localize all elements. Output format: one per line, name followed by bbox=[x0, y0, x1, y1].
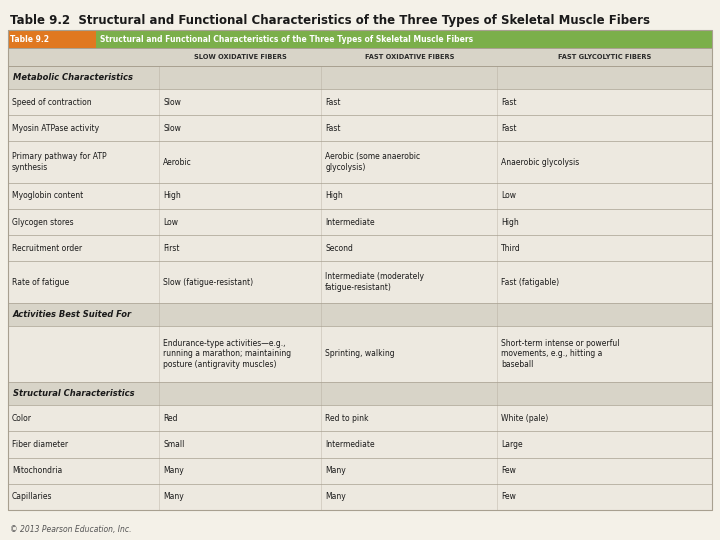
Text: Slow: Slow bbox=[163, 98, 181, 106]
Bar bbox=[8, 183, 712, 209]
Text: Activities Best Suited For: Activities Best Suited For bbox=[13, 310, 132, 319]
Bar bbox=[8, 209, 712, 235]
Bar bbox=[96, 30, 712, 48]
Bar bbox=[8, 141, 712, 183]
Text: Structural Characteristics: Structural Characteristics bbox=[13, 389, 135, 398]
Text: Table 9.2  Structural and Functional Characteristics of the Three Types of Skele: Table 9.2 Structural and Functional Char… bbox=[10, 14, 650, 27]
Text: Many: Many bbox=[163, 466, 184, 475]
Text: Intermediate (moderately
fatigue-resistant): Intermediate (moderately fatigue-resista… bbox=[325, 272, 424, 292]
Text: Fast: Fast bbox=[501, 124, 517, 133]
Text: Few: Few bbox=[501, 466, 516, 475]
Text: FAST GLYCOLYTIC FIBERS: FAST GLYCOLYTIC FIBERS bbox=[558, 54, 652, 60]
Text: Anaerobic glycolysis: Anaerobic glycolysis bbox=[501, 158, 580, 167]
Bar bbox=[8, 431, 712, 457]
Text: Large: Large bbox=[501, 440, 523, 449]
Text: Low: Low bbox=[501, 191, 516, 200]
Bar bbox=[8, 235, 712, 261]
Text: Structural and Functional Characteristics of the Three Types of Skeletal Muscle : Structural and Functional Characteristic… bbox=[100, 35, 473, 44]
Text: Fast: Fast bbox=[501, 98, 517, 106]
Text: Recruitment order: Recruitment order bbox=[12, 244, 82, 253]
Text: Rate of fatigue: Rate of fatigue bbox=[12, 278, 69, 287]
Text: Fiber diameter: Fiber diameter bbox=[12, 440, 68, 449]
Bar bbox=[8, 457, 712, 484]
Text: Intermediate: Intermediate bbox=[325, 440, 375, 449]
Bar bbox=[8, 30, 712, 510]
Text: Small: Small bbox=[163, 440, 185, 449]
Text: Endurance-type activities—e.g.,
running a marathon; maintaining
posture (antigra: Endurance-type activities—e.g., running … bbox=[163, 339, 292, 369]
Bar bbox=[8, 115, 712, 141]
Text: High: High bbox=[325, 191, 343, 200]
Text: White (pale): White (pale) bbox=[501, 414, 549, 423]
Bar bbox=[8, 89, 712, 115]
Text: Glycogen stores: Glycogen stores bbox=[12, 218, 73, 227]
Bar bbox=[8, 303, 712, 326]
Text: Intermediate: Intermediate bbox=[325, 218, 375, 227]
Bar bbox=[8, 261, 712, 303]
Text: First: First bbox=[163, 244, 180, 253]
Text: Speed of contraction: Speed of contraction bbox=[12, 98, 91, 106]
Bar bbox=[8, 484, 712, 510]
Bar bbox=[8, 30, 96, 48]
Text: Metabolic Characteristics: Metabolic Characteristics bbox=[13, 73, 133, 82]
Text: Aerobic: Aerobic bbox=[163, 158, 192, 167]
Text: Slow (fatigue-resistant): Slow (fatigue-resistant) bbox=[163, 278, 253, 287]
Bar bbox=[8, 48, 712, 66]
Text: Many: Many bbox=[163, 492, 184, 502]
Text: Table 9.2: Table 9.2 bbox=[10, 35, 49, 44]
Text: FAST OXIDATIVE FIBERS: FAST OXIDATIVE FIBERS bbox=[364, 54, 454, 60]
Text: Mitochondria: Mitochondria bbox=[12, 466, 62, 475]
Text: High: High bbox=[163, 191, 181, 200]
Text: Capillaries: Capillaries bbox=[12, 492, 53, 502]
Bar bbox=[8, 326, 712, 382]
Text: Low: Low bbox=[163, 218, 179, 227]
Text: Few: Few bbox=[501, 492, 516, 502]
Text: Third: Third bbox=[501, 244, 521, 253]
Text: Sprinting, walking: Sprinting, walking bbox=[325, 349, 395, 359]
Text: Fast: Fast bbox=[325, 124, 341, 133]
Text: Many: Many bbox=[325, 492, 346, 502]
Text: SLOW OXIDATIVE FIBERS: SLOW OXIDATIVE FIBERS bbox=[194, 54, 287, 60]
Text: Second: Second bbox=[325, 244, 353, 253]
Text: High: High bbox=[501, 218, 519, 227]
Bar bbox=[8, 66, 712, 89]
Text: Red to pink: Red to pink bbox=[325, 414, 369, 423]
Text: Slow: Slow bbox=[163, 124, 181, 133]
Text: Fast: Fast bbox=[325, 98, 341, 106]
Text: Fast (fatigable): Fast (fatigable) bbox=[501, 278, 559, 287]
Bar bbox=[8, 405, 712, 431]
Text: Short-term intense or powerful
movements, e.g., hitting a
baseball: Short-term intense or powerful movements… bbox=[501, 339, 620, 369]
Text: Color: Color bbox=[12, 414, 32, 423]
Bar bbox=[8, 382, 712, 405]
Text: Red: Red bbox=[163, 414, 178, 423]
Text: Myoglobin content: Myoglobin content bbox=[12, 191, 84, 200]
Text: Myosin ATPase activity: Myosin ATPase activity bbox=[12, 124, 99, 133]
Text: Many: Many bbox=[325, 466, 346, 475]
Text: © 2013 Pearson Education, Inc.: © 2013 Pearson Education, Inc. bbox=[10, 525, 132, 534]
Text: Primary pathway for ATP
synthesis: Primary pathway for ATP synthesis bbox=[12, 152, 107, 172]
Text: Aerobic (some anaerobic
glycolysis): Aerobic (some anaerobic glycolysis) bbox=[325, 152, 420, 172]
